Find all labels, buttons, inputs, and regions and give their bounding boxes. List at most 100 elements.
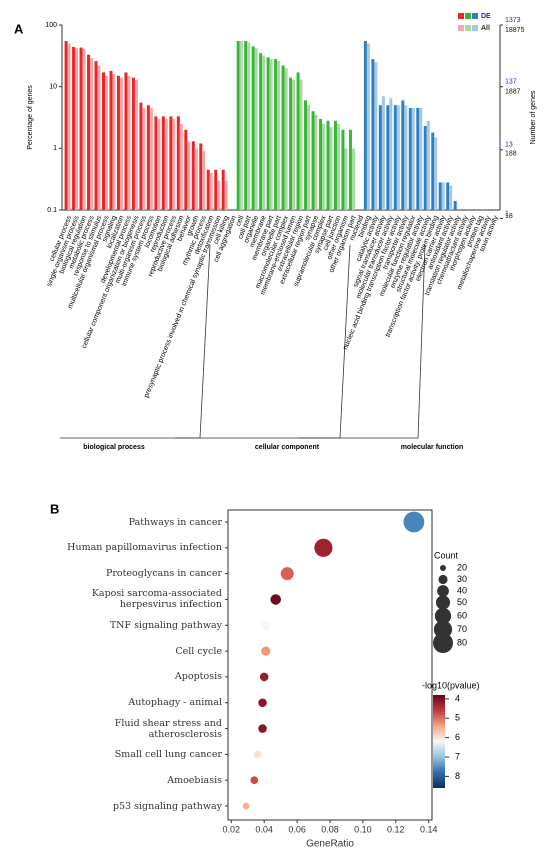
bar bbox=[277, 61, 281, 210]
dot bbox=[280, 567, 294, 581]
bar bbox=[146, 105, 150, 210]
y-axis-title: Percentage of genes bbox=[27, 85, 34, 150]
bar bbox=[326, 120, 330, 210]
y-tick-label: p53 signaling pathway bbox=[112, 800, 222, 812]
size-legend-label: 40 bbox=[457, 585, 467, 595]
x-tick-label: 0.04 bbox=[255, 824, 273, 834]
dot bbox=[250, 776, 259, 785]
size-legend-label: 60 bbox=[457, 610, 467, 620]
size-legend-dot bbox=[433, 633, 453, 653]
bar bbox=[112, 74, 116, 210]
y-label-box: Amoebiasis bbox=[167, 774, 222, 786]
y-tick-label: Small cell lung cancer bbox=[114, 748, 222, 760]
bar bbox=[179, 123, 183, 210]
bar bbox=[94, 61, 98, 210]
y2-axis-title: Number of genes bbox=[530, 90, 537, 144]
bar bbox=[289, 77, 293, 210]
bar bbox=[389, 98, 393, 210]
bar bbox=[109, 70, 113, 210]
size-legend-label: 70 bbox=[457, 624, 467, 634]
legend-label: All bbox=[481, 25, 490, 32]
group-label: molecular function bbox=[401, 444, 464, 451]
bar bbox=[266, 57, 270, 211]
bar bbox=[131, 77, 135, 210]
bar bbox=[251, 46, 255, 211]
y-tick-label: Amoebiasis bbox=[167, 774, 222, 786]
bar bbox=[314, 114, 318, 210]
bar bbox=[322, 123, 325, 210]
x-tick-label: 0.08 bbox=[321, 824, 339, 834]
y2-tick-label: 18 bbox=[505, 213, 513, 220]
bar bbox=[139, 102, 143, 210]
bar bbox=[72, 46, 76, 210]
bar bbox=[281, 65, 285, 210]
bar bbox=[396, 105, 400, 210]
dot bbox=[270, 594, 281, 605]
bar bbox=[393, 105, 397, 210]
bar bbox=[366, 43, 370, 211]
dot bbox=[253, 750, 262, 759]
dot bbox=[314, 538, 333, 557]
bar bbox=[423, 126, 427, 210]
bar bbox=[381, 96, 385, 210]
y-label-box: Fluid shear stress and atherosclerosis bbox=[115, 718, 222, 740]
size-legend-title: Count bbox=[434, 550, 459, 560]
bar bbox=[378, 105, 382, 210]
size-legend-dot bbox=[434, 607, 452, 625]
bar bbox=[411, 108, 415, 210]
bar bbox=[64, 41, 68, 210]
bar bbox=[247, 42, 251, 211]
bar bbox=[75, 48, 79, 211]
size-legend-dot bbox=[433, 620, 453, 639]
x-tick-label: 0.12 bbox=[387, 824, 405, 834]
bar bbox=[438, 182, 442, 210]
bar bbox=[82, 48, 86, 211]
colorbar-label: 7 bbox=[455, 751, 460, 761]
bar bbox=[184, 129, 188, 210]
y-tick-label: Autophagy - animal bbox=[128, 697, 222, 709]
bar bbox=[172, 118, 176, 210]
bar bbox=[199, 143, 203, 210]
size-legend-label: 20 bbox=[457, 562, 467, 572]
bar bbox=[374, 62, 378, 211]
bar bbox=[214, 169, 218, 210]
legend-swatch bbox=[472, 13, 478, 19]
bar bbox=[336, 123, 340, 210]
bar bbox=[453, 200, 457, 210]
dot bbox=[403, 511, 425, 533]
dot bbox=[258, 698, 267, 708]
y-label-box: Small cell lung cancer bbox=[114, 748, 222, 760]
bar bbox=[176, 116, 180, 210]
bar bbox=[319, 118, 323, 210]
y-label-box: Proteoglycans in cancer bbox=[106, 568, 222, 579]
colorbar-label: 8 bbox=[455, 771, 460, 781]
bar bbox=[446, 182, 450, 210]
color-legend-title: -log10(pvalue) bbox=[422, 680, 480, 690]
legend-label: DE bbox=[481, 13, 491, 20]
group-label: biological process bbox=[83, 444, 145, 451]
size-legend-dot bbox=[438, 574, 448, 585]
dot-panel: 0.02 0.04 0.06 0.08 0.10 0.12 0.14 GeneRatio Pat… bbox=[67, 509, 480, 850]
bar bbox=[209, 172, 213, 210]
bar bbox=[142, 108, 146, 210]
bar bbox=[431, 132, 435, 210]
bar bbox=[224, 180, 228, 210]
y-tick-label: Kaposi sarcoma-associated herpesvirus in… bbox=[91, 588, 222, 611]
bar bbox=[341, 129, 345, 210]
bar bbox=[449, 185, 453, 210]
bar bbox=[299, 79, 303, 210]
bar bbox=[386, 105, 390, 210]
bar bbox=[244, 41, 248, 210]
y-label-box: Cell cycle bbox=[175, 646, 222, 657]
bar bbox=[236, 41, 240, 210]
bar bbox=[67, 43, 71, 211]
x-axis-title: GeneRatio bbox=[306, 839, 354, 850]
y-tick-label: 1 bbox=[53, 145, 57, 152]
bar bbox=[307, 105, 311, 210]
bar bbox=[351, 148, 355, 210]
y-label-box: p53 signaling pathway bbox=[112, 800, 222, 812]
bar bbox=[90, 58, 94, 210]
panel-label: A bbox=[14, 21, 24, 36]
colorbar-label: 4 bbox=[455, 693, 460, 703]
bar bbox=[119, 77, 123, 210]
